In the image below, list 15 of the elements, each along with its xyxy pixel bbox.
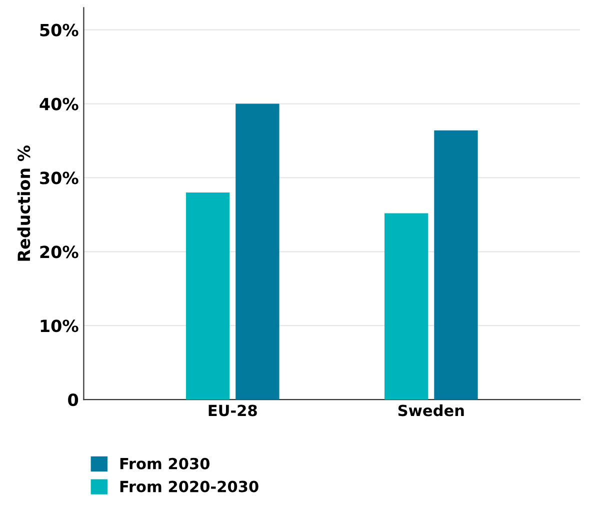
y-tick-label: 0 — [68, 394, 78, 406]
y-tick-label: 50% — [40, 24, 78, 36]
y-tick-label: 20% — [40, 246, 78, 258]
legend-label: From 2030 — [120, 458, 210, 470]
x-tick-label: EU-28 — [208, 404, 257, 416]
y-tick-label: 10% — [40, 320, 78, 332]
y-axis-title: Reduction % — [17, 145, 30, 261]
bar — [434, 130, 478, 400]
x-tick-label: Sweden — [398, 404, 464, 416]
legend-label: From 2020-2030 — [120, 480, 258, 492]
bar — [384, 213, 428, 400]
bar — [186, 192, 230, 400]
y-tick-label: 40% — [40, 98, 78, 110]
y-tick-label: 30% — [40, 172, 78, 184]
bar — [236, 104, 280, 400]
